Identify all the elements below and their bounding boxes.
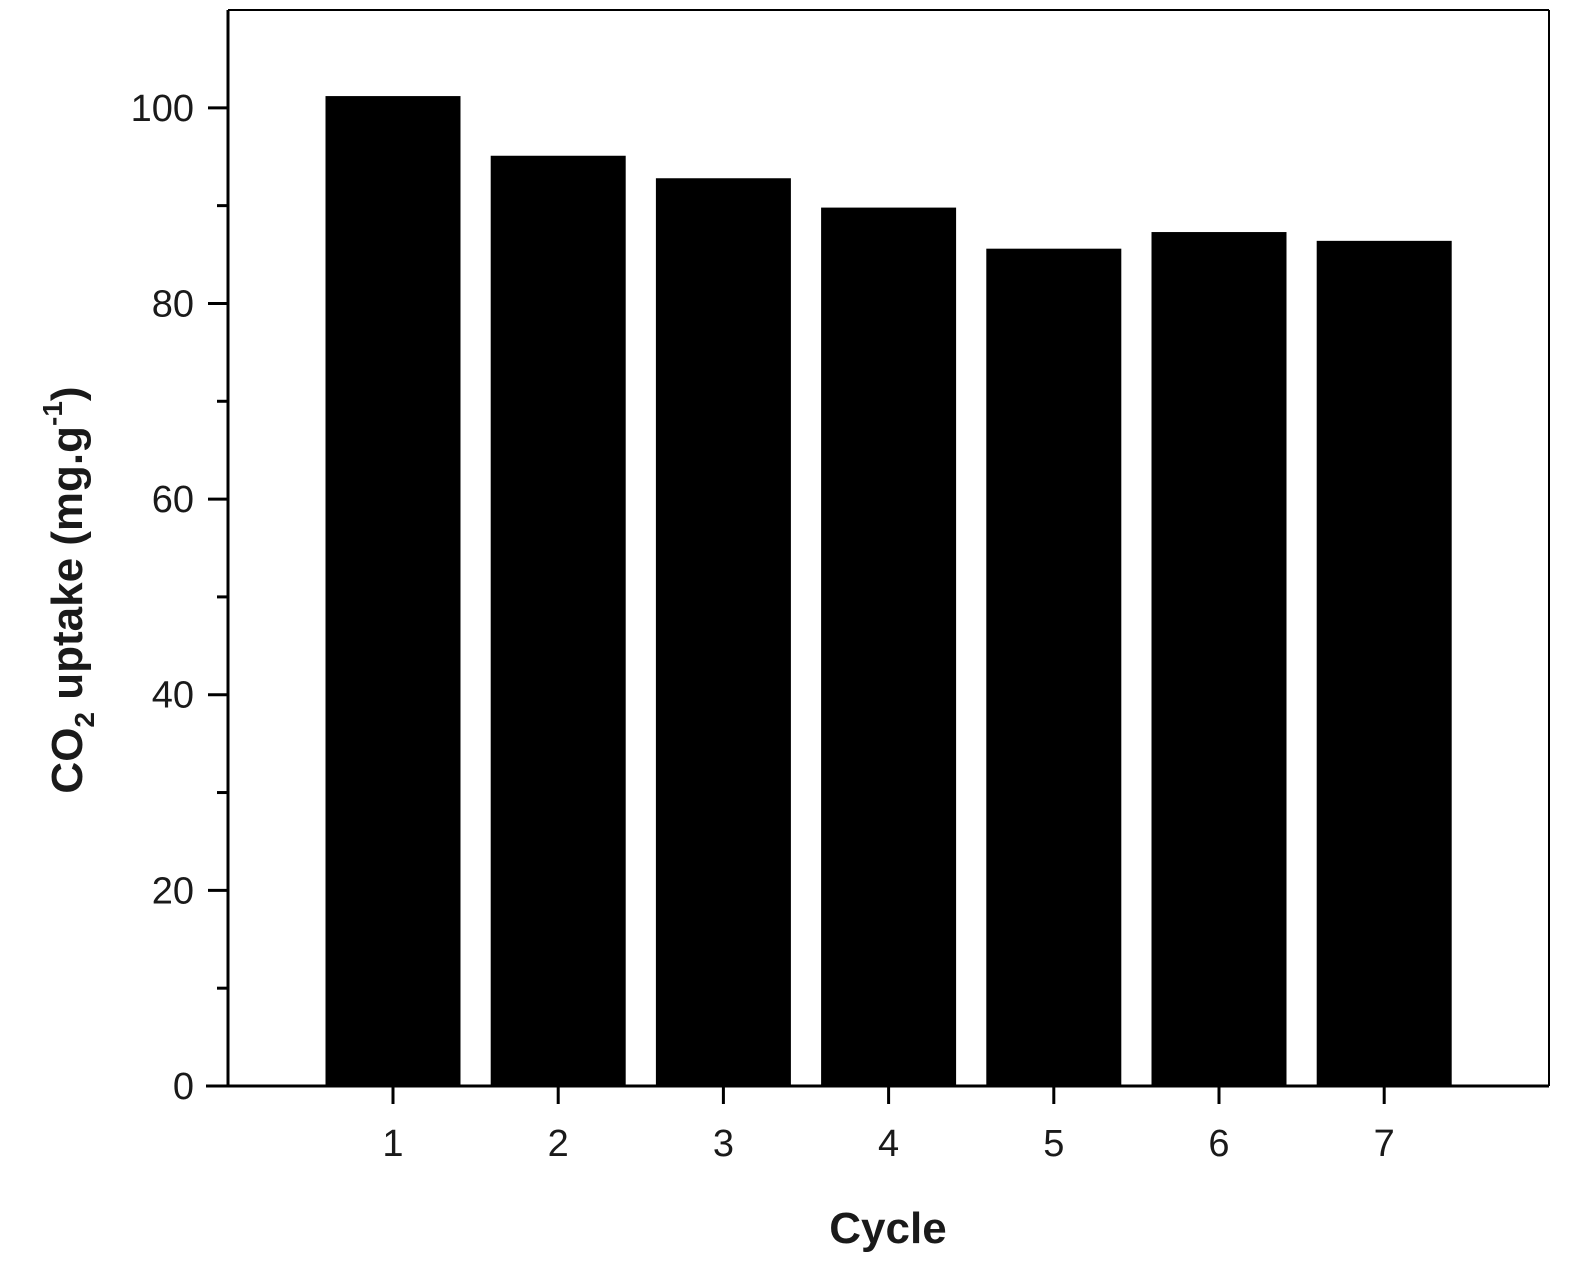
bar-cycle-3 (655, 178, 791, 1087)
x-tick-label-6: 6 (1208, 1123, 1229, 1165)
x-tick-label-5: 5 (1043, 1123, 1064, 1165)
x-axis-title: Cycle (829, 1204, 946, 1253)
bars-group (325, 96, 1452, 1087)
y-tick-label-0: 0 (173, 1066, 194, 1108)
y-axis-title-prefix: CO (43, 728, 92, 794)
y-axis-title: CO2 uptake (mg.g-1) (37, 386, 100, 793)
y-axis-title-superscript: -1 (37, 401, 68, 426)
y-tick-label-60: 60 (152, 479, 194, 521)
plot-frame (206, 9, 1550, 1088)
y-tick-label-100: 100 (131, 88, 194, 130)
ticks-group: 0 20 40 60 80 100 1 2 3 4 5 6 7 (131, 88, 1395, 1165)
y-tick-label-80: 80 (152, 283, 194, 325)
bar-cycle-2 (490, 155, 626, 1086)
x-tick-label-3: 3 (713, 1123, 734, 1165)
bar-cycle-4 (821, 207, 957, 1087)
x-tick-label-2: 2 (548, 1123, 569, 1165)
x-tick-label-1: 1 (382, 1123, 403, 1165)
y-tick-label-40: 40 (152, 675, 194, 717)
x-tick-label-7: 7 (1374, 1123, 1395, 1165)
y-tick-label-20: 20 (152, 870, 194, 912)
y-axis-title-middle: uptake (mg.g (43, 426, 92, 712)
bar-cycle-6 (1151, 232, 1287, 1087)
x-tick-label-4: 4 (878, 1123, 899, 1165)
bar-cycle-5 (986, 248, 1122, 1086)
bar-cycle-1 (325, 96, 461, 1086)
y-axis-title-suffix: ) (43, 386, 92, 401)
y-axis-title-subscript: 2 (69, 712, 100, 728)
bar-cycle-7 (1316, 240, 1452, 1087)
